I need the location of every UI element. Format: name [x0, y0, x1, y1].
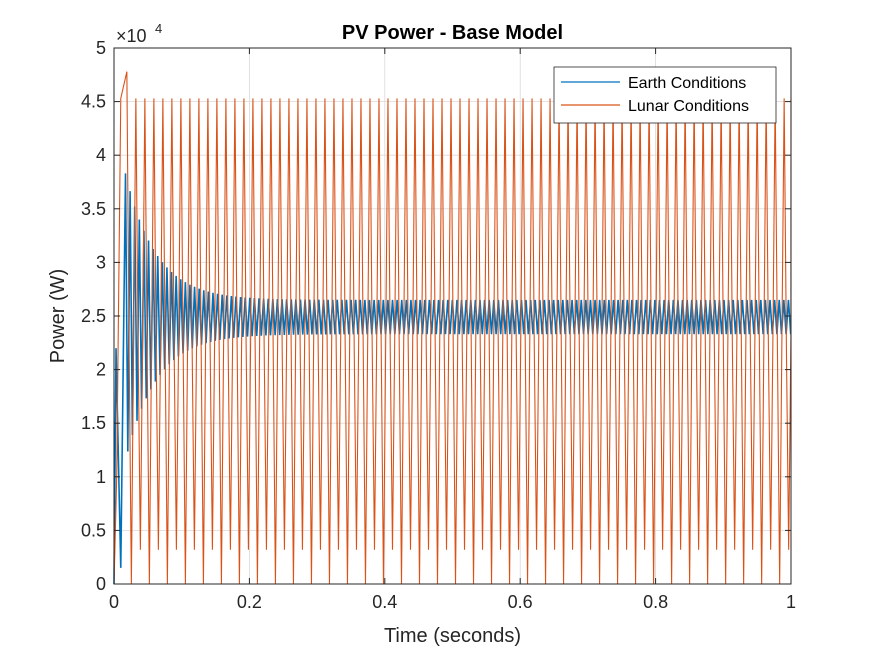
- x-tick-label: 1: [786, 592, 796, 612]
- y-tick-label: 0.5: [81, 520, 106, 540]
- y-tick-label: 2.5: [81, 306, 106, 326]
- x-axis-label: Time (seconds): [384, 625, 521, 647]
- y-tick-label: 1.5: [81, 413, 106, 433]
- legend-label-earth: Earth Conditions: [628, 75, 746, 92]
- legend: Earth Conditions Lunar Conditions: [553, 66, 777, 124]
- y-tick-label: 0: [96, 574, 106, 594]
- y-exponent: ×10 4: [116, 21, 162, 46]
- y-tick-label: 4.5: [81, 92, 106, 112]
- ticks: 0 0.2 0.4 0.6 0.8 1 0 0.5 1 1.5 2 2.5 3 3.5 4 4.5 5: [81, 38, 796, 612]
- x-tick-label: 0.6: [508, 592, 533, 612]
- x-tick-label: 0: [109, 592, 119, 612]
- lunar-conditions-line: [113, 71, 792, 585]
- y-tick-label: 3.5: [81, 199, 106, 219]
- y-tick-label: 4: [96, 145, 106, 165]
- x-tick-label: 0.8: [643, 592, 668, 612]
- legend-label-lunar: Lunar Conditions: [628, 98, 749, 115]
- y-tick-label: 2: [96, 360, 106, 380]
- y-exponent-base: ×10: [116, 26, 147, 46]
- y-exponent-power: 4: [155, 21, 162, 36]
- y-tick-label: 5: [96, 38, 106, 58]
- y-tick-label: 3: [96, 252, 106, 272]
- series-layer: [113, 71, 792, 585]
- x-tick-label: 0.2: [237, 592, 262, 612]
- earth-conditions-line: [113, 173, 792, 585]
- legend-box: [553, 66, 777, 124]
- y-tick-label: 1: [96, 467, 106, 487]
- chart-title: PV Power - Base Model: [342, 22, 563, 44]
- x-tick-label: 0.4: [372, 592, 397, 612]
- y-axis-label: Power (W): [47, 269, 69, 363]
